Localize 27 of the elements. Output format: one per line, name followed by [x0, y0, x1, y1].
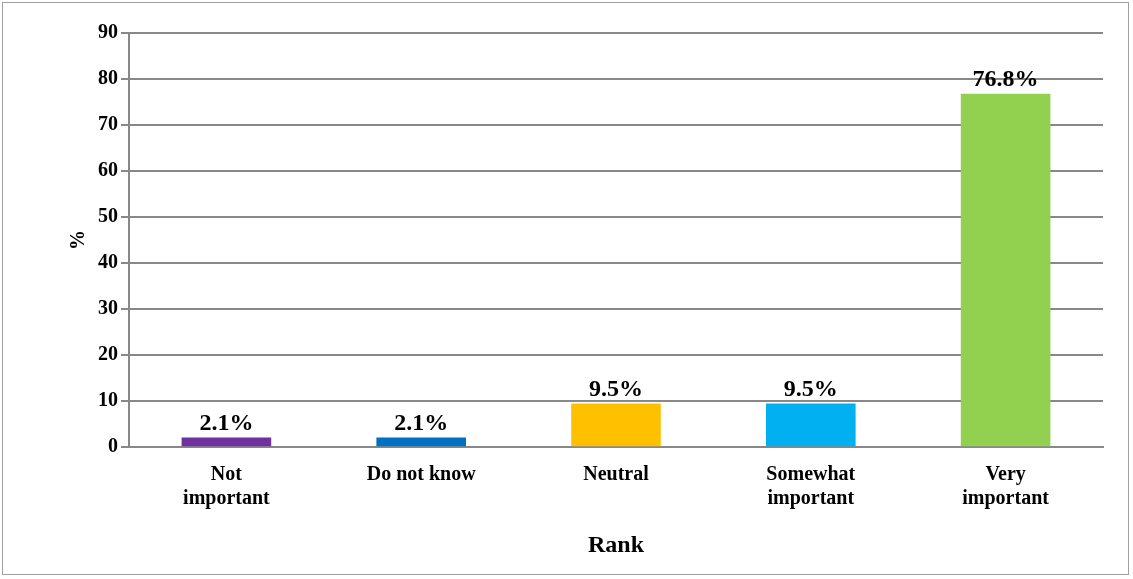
- bar: [571, 403, 661, 447]
- y-tick-label: 30: [98, 296, 118, 319]
- y-axis-title: %: [66, 230, 89, 251]
- data-label: 2.1%: [394, 408, 449, 435]
- y-tick-label: 80: [98, 66, 118, 89]
- x-tick-label: Somewhat important: [766, 462, 856, 510]
- y-tick-label: 20: [98, 342, 118, 365]
- data-label: 2.1%: [199, 408, 254, 435]
- y-tick-label: 60: [98, 158, 118, 181]
- x-tick-label: Not important: [183, 462, 271, 510]
- x-tick-label: Neutral: [583, 462, 650, 485]
- data-label: 9.5%: [783, 374, 838, 401]
- bar: [960, 93, 1051, 447]
- bar: [181, 437, 272, 447]
- bar: [376, 437, 466, 447]
- x-axis-title: Rank: [587, 530, 645, 557]
- data-label: 9.5%: [589, 374, 643, 401]
- x-tick-label: Do not know: [366, 462, 477, 485]
- y-tick-label: 10: [98, 388, 118, 411]
- x-tick-label: Very important: [962, 462, 1050, 510]
- y-tick-label: 90: [98, 20, 118, 43]
- y-tick-label: 50: [98, 204, 118, 227]
- data-label: 76.8%: [972, 64, 1039, 91]
- y-tick-label: 40: [98, 250, 118, 273]
- y-tick-label: 0: [108, 434, 118, 457]
- bar: [766, 403, 856, 447]
- y-tick-label: 70: [98, 112, 118, 135]
